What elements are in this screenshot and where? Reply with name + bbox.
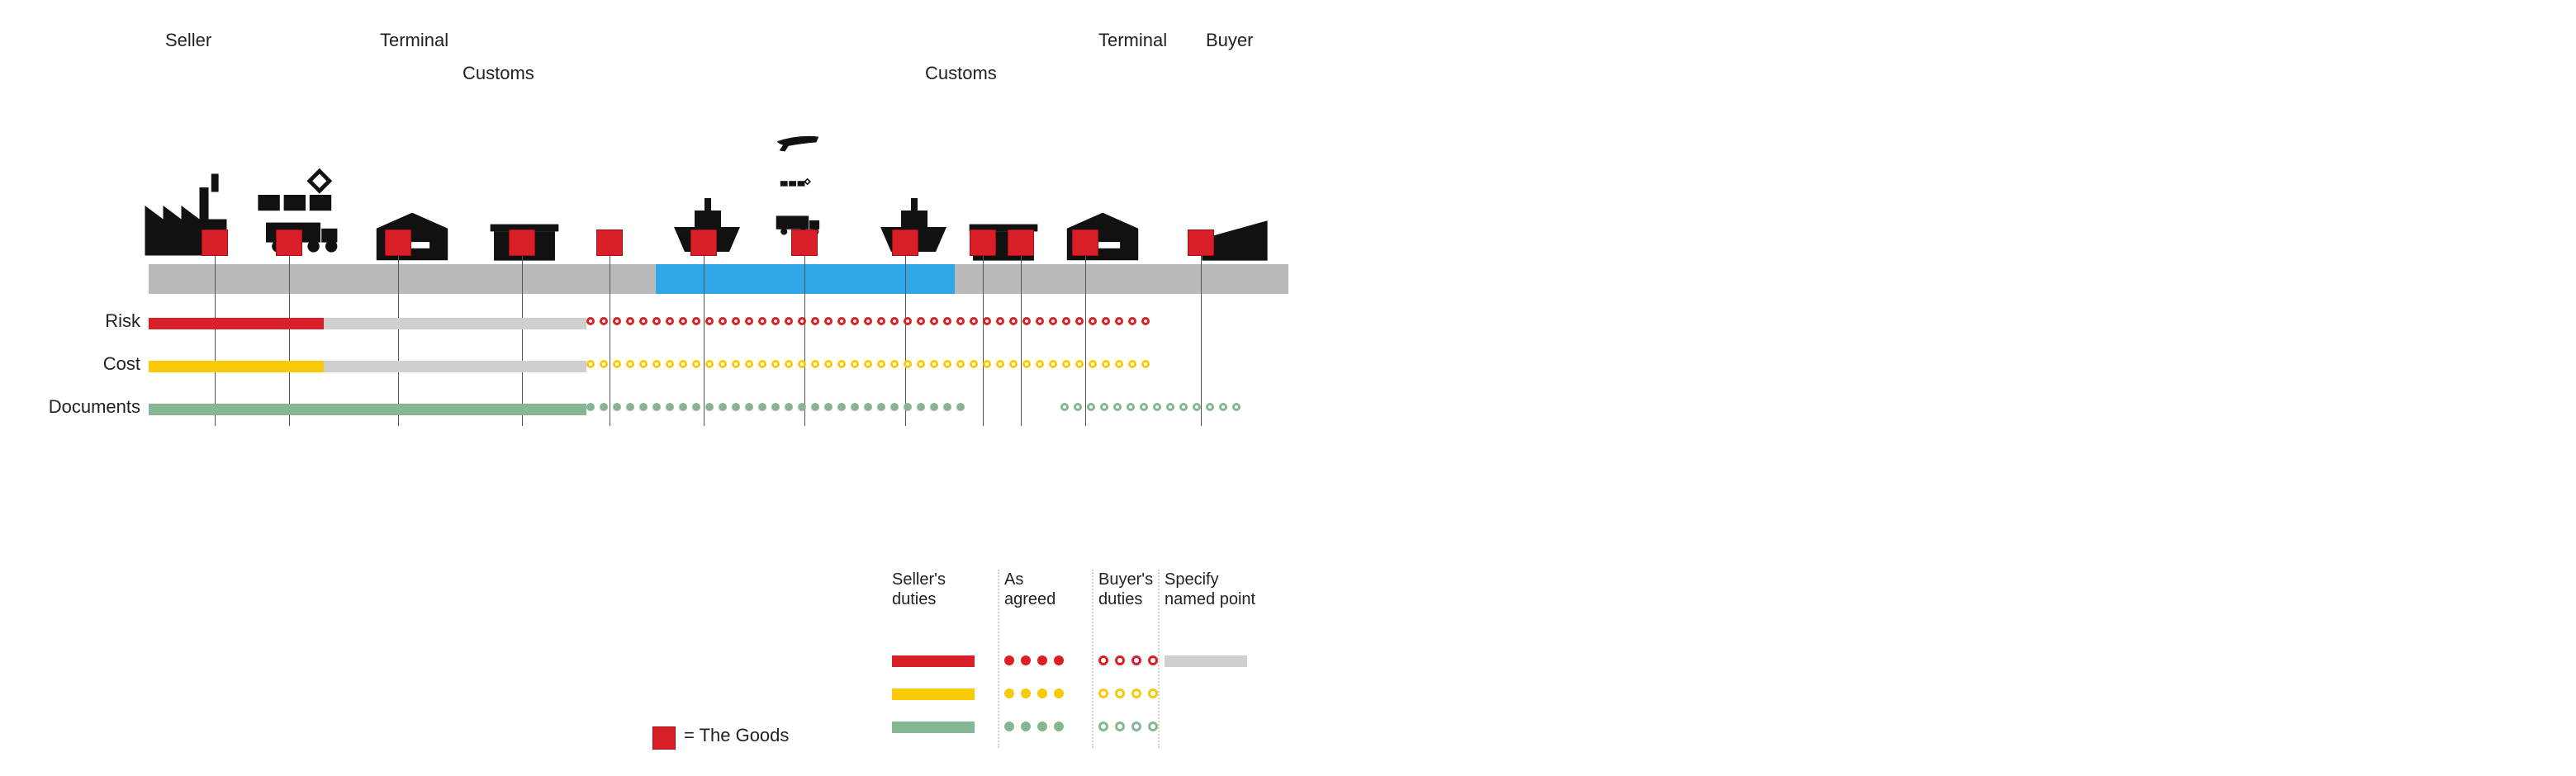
cost-bar [324,361,586,372]
connector-line [398,241,399,426]
legend-divider [998,570,999,748]
goods-marker [509,229,535,256]
connector-line [1201,241,1202,426]
stage-label-seller: Seller [165,30,211,51]
legend-divider [1092,570,1093,748]
ground-water [656,264,955,294]
goods-marker [596,229,623,256]
row-label-risk: Risk [0,310,140,332]
legend-head-as_agreed: Asagreed [1004,570,1087,609]
legend-dots [1004,655,1064,665]
connector-line [215,241,216,426]
stage-label-customs2: Customs [925,63,997,84]
warehouse-icon [367,185,458,264]
train-icon [747,178,846,211]
goods-marker [276,229,302,256]
goods-marker [1008,229,1034,256]
stage-label-customs1: Customs [463,63,534,84]
legend-dots [1004,688,1064,698]
legend-dots [1098,688,1158,698]
risk-dots [586,317,1150,330]
risk-bar [324,318,586,329]
connector-line [1021,241,1022,426]
connector-line [522,241,523,426]
legend-dots [1098,655,1158,665]
connector-line [804,241,805,426]
legend-head-seller_duties: Seller'sduties [892,570,991,609]
row-label-documents: Documents [0,396,140,418]
legend-swatch [892,722,975,733]
connector-line [1085,241,1086,426]
legend-dots [1004,722,1064,731]
goods-marker [791,229,818,256]
legend-head-specify: Specifynamed point [1165,570,1297,609]
goods-marker [1188,229,1214,256]
plane-icon [740,132,856,178]
documents-bar [149,404,586,415]
cost-dots [586,360,1150,373]
row-label-cost: Cost [0,353,140,375]
goods-marker [892,229,918,256]
legend-swatch [1165,655,1247,667]
stage-label-terminal1: Terminal [380,30,448,51]
goods-marker [385,229,411,256]
connector-line [905,241,906,426]
documents-dots [1060,403,1241,416]
stage-label-terminal2: Terminal [1098,30,1167,51]
train-truck-icon [256,165,355,264]
legend-goods-text: = The Goods [684,725,789,746]
warehouse-icon [1057,185,1148,264]
connector-line [289,241,290,426]
documents-dots [586,403,965,416]
connector-line [983,241,984,426]
legend-swatch [892,688,975,700]
stage-label-buyer: Buyer [1206,30,1253,51]
legend-divider [1158,570,1160,748]
goods-marker [202,229,228,256]
goods-marker [970,229,996,256]
legend-dots [1098,722,1158,731]
goods-marker [690,229,717,256]
legend-goods-square [652,726,676,750]
cost-bar [149,361,324,372]
legend-swatch [892,655,975,667]
goods-marker [1072,229,1098,256]
risk-bar [149,318,324,329]
